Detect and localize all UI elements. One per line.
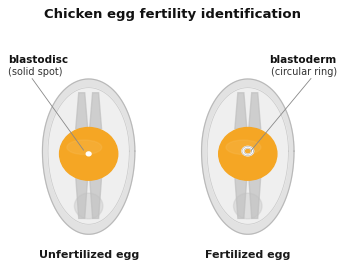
Polygon shape	[249, 177, 261, 218]
Text: Unfertilized egg: Unfertilized egg	[39, 250, 139, 260]
Text: Fertilized egg: Fertilized egg	[205, 250, 290, 260]
Polygon shape	[201, 79, 294, 234]
Ellipse shape	[75, 193, 103, 219]
Text: (circular ring): (circular ring)	[270, 67, 337, 76]
Text: blastodisc: blastodisc	[8, 55, 68, 65]
Polygon shape	[249, 93, 261, 129]
Polygon shape	[76, 93, 88, 129]
Ellipse shape	[226, 140, 261, 155]
Polygon shape	[90, 177, 101, 218]
Ellipse shape	[60, 127, 118, 180]
Text: (solid spot): (solid spot)	[8, 67, 63, 76]
Ellipse shape	[234, 193, 262, 219]
Polygon shape	[242, 146, 254, 156]
Ellipse shape	[219, 127, 277, 180]
Text: Chicken egg fertility identification: Chicken egg fertility identification	[44, 8, 301, 21]
Polygon shape	[76, 177, 88, 218]
Ellipse shape	[67, 140, 102, 155]
Polygon shape	[48, 88, 129, 224]
Polygon shape	[42, 79, 135, 234]
Text: blastoderm: blastoderm	[269, 55, 337, 65]
Polygon shape	[235, 93, 247, 129]
Circle shape	[86, 152, 91, 156]
Polygon shape	[207, 88, 288, 224]
Polygon shape	[235, 177, 247, 218]
Polygon shape	[90, 93, 101, 129]
